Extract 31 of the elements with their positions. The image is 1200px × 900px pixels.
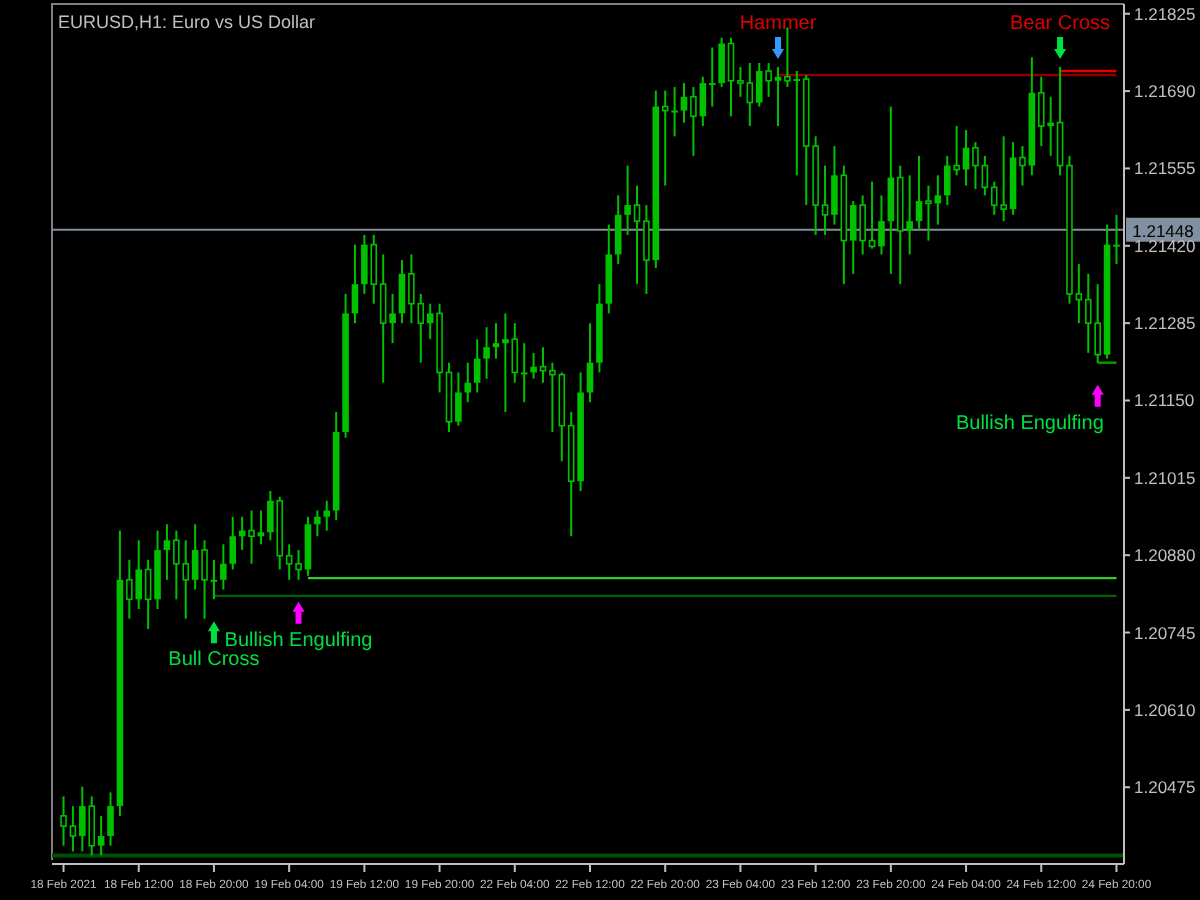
y-tick-label: 1.21150 (1134, 390, 1195, 411)
candlestick (473, 338, 481, 394)
y-tick-label: 1.21825 (1134, 3, 1196, 24)
candlestick (323, 499, 331, 532)
y-tick-label: 1.20745 (1134, 622, 1196, 643)
y-tick-label: 1.20880 (1134, 545, 1196, 566)
candlestick (614, 194, 622, 266)
annotation: Bull Cross (168, 649, 260, 672)
candlestick (708, 46, 716, 108)
candlestick (492, 322, 500, 360)
candlestick (464, 361, 472, 404)
y-tick-label: 1.20475 (1134, 777, 1196, 798)
chart-title: EURUSD,H1: Euro vs US Dollar (58, 12, 316, 32)
annotation: Bullish Engulfing (224, 629, 373, 652)
y-tick-label: 1.21015 (1134, 467, 1196, 488)
candlestick (107, 791, 114, 847)
y-tick-label: 1.21420 (1134, 235, 1196, 256)
candlestick (314, 509, 321, 538)
candlestick (483, 326, 490, 380)
y-tick-label: 1.21555 (1134, 158, 1196, 179)
y-tick-label: 1.21285 (1134, 313, 1196, 334)
candlestick (220, 543, 227, 591)
annotation: Bullish Engulfing (955, 412, 1104, 435)
candlestick (671, 86, 678, 138)
candlestick (351, 243, 359, 325)
y-tick-label: 1.20610 (1134, 699, 1196, 720)
y-tick-label: 1.21690 (1134, 81, 1196, 102)
annotation: Hammer (739, 13, 818, 36)
annotation: Bear Cross (1010, 13, 1111, 36)
candlestick (229, 515, 237, 571)
ref-line-label: 1.21448 (1132, 220, 1195, 241)
